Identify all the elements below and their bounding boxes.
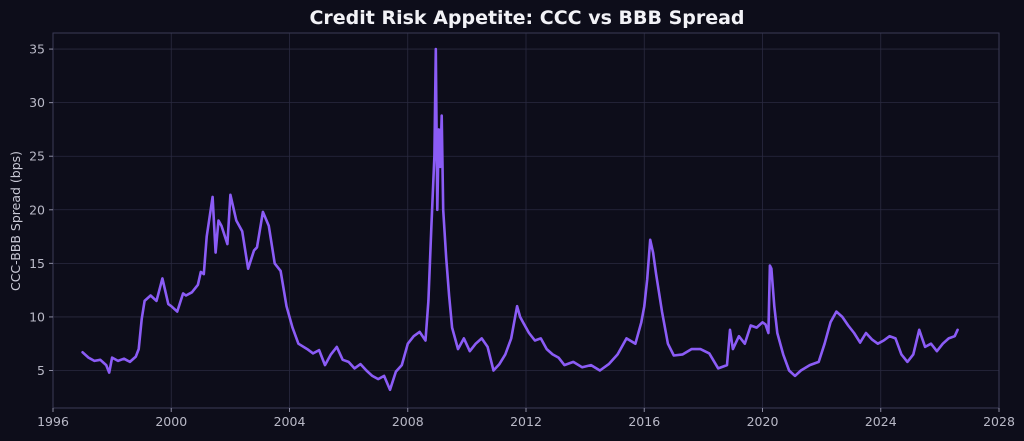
x-tick-label: 2012 [510,414,542,429]
y-tick-label: 5 [37,363,45,378]
x-tick-label: 1996 [37,414,69,429]
series-line [81,47,959,392]
y-tick-label: 30 [29,95,45,110]
x-tick-label: 2000 [155,414,187,429]
y-axis: 5 10 15 20 25 30 35 [29,42,53,378]
y-tick-label: 25 [29,149,45,164]
y-tick-label: 10 [29,309,45,324]
x-tick-label: 2008 [392,414,424,429]
y-tick-label: 15 [29,256,45,271]
chart-title: Credit Risk Appetite: CCC vs BBB Spread [309,7,744,29]
x-tick-label: 2016 [628,414,660,429]
x-tick-label: 2028 [983,414,1015,429]
y-tick-label: 20 [29,202,45,217]
x-tick-label: 2024 [865,414,897,429]
y-tick-label: 35 [29,42,45,57]
x-tick-label: 2004 [274,414,306,429]
grid [52,33,1000,408]
series-layer [81,47,959,392]
x-axis: 1996 2000 2004 2008 2012 2016 2020 2024 2028 [37,408,1015,429]
y-axis-label: CCC-BBB Spread (bps) [8,151,23,291]
x-tick-label: 2020 [747,414,779,429]
